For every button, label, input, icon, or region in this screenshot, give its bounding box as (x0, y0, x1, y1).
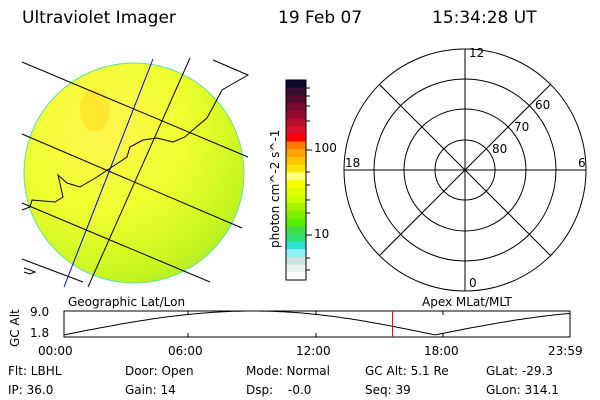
colorbar-segment (286, 149, 306, 158)
noon-meridian (63, 58, 154, 288)
colorbar-segment (286, 118, 306, 127)
colorbar-segment (286, 110, 306, 119)
colorbar-segment (286, 95, 306, 104)
mlt-label-0: 0 (469, 276, 477, 290)
colorbar-segment (286, 256, 306, 266)
altitude-plot (63, 310, 571, 338)
colorbar-label: photon cm^-2 s^-1 (268, 129, 282, 248)
coastline (21, 59, 250, 211)
colorbar-segment (286, 133, 306, 143)
colorbar-segment (286, 80, 306, 89)
colorbar-segment (286, 210, 306, 219)
latitude-line (21, 258, 84, 283)
xtick-1200: 12:00 (296, 344, 331, 358)
colorbar-segment (286, 103, 306, 112)
gc-alt-info: GC Alt: 5.1 Re (365, 364, 449, 378)
colorbar-segment (286, 264, 306, 273)
colorbar-segment (286, 218, 306, 227)
xtick-0600: 06:00 (168, 344, 203, 358)
mlat-label-60: 60 (535, 98, 551, 112)
altitude-ymax: 9.0 (30, 305, 50, 319)
xtick-2359: 23:59 (548, 344, 583, 358)
glat-info: GLat: -29.3 (486, 364, 553, 378)
colorbar-tick-100: 100 (314, 141, 337, 155)
mlt-label-18: 18 (345, 156, 361, 170)
time-label: 15:34:28 UT (432, 8, 537, 28)
xtick-1800: 18:00 (424, 344, 459, 358)
colorbar (286, 80, 306, 281)
mlat-label-70: 70 (514, 120, 530, 134)
latitude-line (21, 61, 249, 158)
colorbar-segment (286, 87, 306, 96)
earth-disk (23, 62, 245, 284)
altitude-ymin: 1.8 (30, 326, 50, 340)
seq-info: Seq: 39 (365, 383, 411, 397)
lat-lon-grid (21, 57, 250, 288)
latitude-line (21, 202, 211, 283)
mlat-label-80: 80 (492, 142, 508, 156)
ip-info: IP: 36.0 (8, 383, 54, 397)
colorbar-ticks (306, 87, 312, 271)
colorbar-segment (286, 249, 306, 258)
earth-image (23, 62, 245, 284)
colorbar-frame (285, 79, 307, 281)
filter-info: Flt: LBHL (8, 364, 62, 378)
altitude-ylabel: GC Alt (8, 309, 22, 347)
latitude-line (21, 133, 243, 229)
colorbar-segment (286, 141, 306, 150)
polar-grid (343, 48, 587, 292)
coastline-fragment (23, 267, 37, 275)
geographic-label: Geographic Lat/Lon (68, 295, 186, 309)
longitude-line (87, 57, 191, 288)
colorbar-segment (286, 156, 306, 166)
glon-info: GLon: 314.1 (486, 383, 559, 397)
mlt-label-12: 12 (469, 46, 485, 60)
xtick-0000: 00:00 (38, 344, 73, 358)
altitude-curve (63, 310, 571, 336)
colorbar-segment (286, 272, 306, 281)
instrument-title: Ultraviolet Imager (22, 8, 176, 28)
dsp-value: -0.0 (288, 383, 312, 397)
colorbar-segment (286, 172, 306, 181)
mode-info: Mode: Normal (246, 364, 330, 378)
colorbar-tick-10: 10 (314, 227, 330, 241)
colorbar-segment (286, 195, 306, 204)
dsp-label: Dsp: (246, 383, 274, 397)
colorbar-segment (286, 226, 306, 235)
colorbar-segment (286, 126, 306, 135)
colorbar-segment (286, 241, 306, 250)
date-label: 19 Feb 07 (278, 8, 363, 28)
door-info: Door: Open (125, 364, 194, 378)
colorbar-segment (286, 203, 306, 212)
apex-label: Apex MLat/MLT (422, 295, 512, 309)
colorbar-segment (286, 233, 306, 243)
colorbar-segment (286, 164, 306, 173)
mlt-label-6: 6 (578, 156, 586, 170)
colorbar-segment (286, 180, 306, 189)
bright-region (80, 88, 110, 132)
colorbar-segment (286, 187, 306, 196)
gain-info: Gain: 14 (125, 383, 176, 397)
